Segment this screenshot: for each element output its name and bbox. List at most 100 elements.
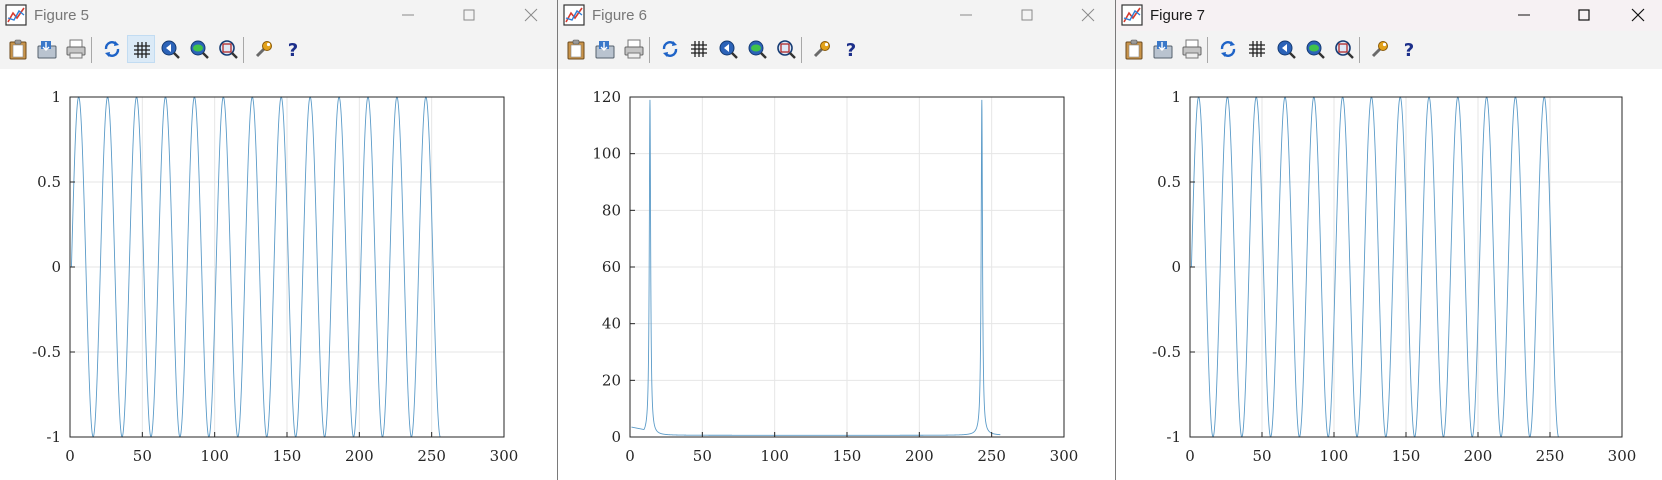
zoom-in-icon [1306,40,1325,59]
zoom-out-button[interactable] [714,35,742,63]
x-tick-label: 100 [1320,447,1349,465]
chart-app-icon [5,4,27,26]
x-tick-label: 300 [1608,447,1637,465]
y-tick-label: 0.5 [1157,173,1181,191]
clipboard-icon [1125,39,1143,60]
figure-window-6[interactable]: Figure 6 ? 0 50 100 150 200 250 300 0 20 40 60 80 10… [558,0,1115,480]
y-tick-label: 0.5 [37,173,61,191]
window-title: Figure 6 [592,7,648,24]
title-bar[interactable]: Figure 6 [558,0,1115,31]
zoom-fit-button[interactable] [772,35,800,63]
zoom-in-button[interactable] [1301,35,1329,63]
zoom-in-button[interactable] [185,35,213,63]
maximize-button[interactable] [1005,0,1051,31]
chart-grid [629,96,1065,438]
zoom-in-button[interactable] [743,35,771,63]
print-button[interactable] [1178,35,1206,63]
properties-wrench-button[interactable] [808,35,836,63]
properties-wrench-icon [1371,41,1388,58]
plot-area: 0 50 100 150 200 250 300 -1 -0.5 0 0.5 1 [32,88,518,465]
zoom-in-icon [748,40,767,59]
refresh-button[interactable] [98,35,126,63]
figure-window-7[interactable]: Figure 7 ? 0 50 100 150 200 250 300 -1 -0.5 0 0.5 1 [1116,0,1662,480]
x-tick-label: 200 [345,447,374,465]
x-tick-label: 0 [1185,447,1195,465]
zoom-fit-button[interactable] [1330,35,1358,63]
print-button[interactable] [620,35,648,63]
maximize-button[interactable] [1562,0,1608,31]
properties-wrench-button[interactable] [1366,35,1394,63]
series-line [631,99,1001,436]
window-border [557,0,558,480]
toolbar-separator [1359,37,1360,63]
figure-window-5[interactable]: Figure 5 ? 0 50 100 150 200 250 300 -1 -0.5 0 0.5 1 [0,0,557,480]
close-button[interactable] [1616,0,1662,31]
save-button[interactable] [33,35,61,63]
clipboard-button[interactable] [562,35,590,63]
minimize-button[interactable] [1502,0,1548,31]
help-button[interactable]: ? [1395,35,1423,63]
print-button[interactable] [62,35,90,63]
x-tick-label: 0 [65,447,75,465]
y-tick-label: 40 [602,315,621,333]
maximize-icon [463,9,475,21]
toolbar-separator [1207,37,1208,63]
zoom-in-icon [190,40,209,59]
window-title: Figure 5 [34,7,90,24]
zoom-fit-button[interactable] [214,35,242,63]
y-tick-label: 0 [1171,258,1181,276]
x-tick-label: 250 [417,447,446,465]
svg-text:?: ? [1404,40,1414,60]
clipboard-button[interactable] [1120,35,1148,63]
title-bar[interactable]: Figure 7 [1116,0,1662,31]
help-button[interactable]: ? [837,35,865,63]
save-button[interactable] [591,35,619,63]
grid-button[interactable] [685,35,713,63]
clipboard-button[interactable] [4,35,32,63]
help-icon: ? [1404,40,1414,60]
close-button[interactable] [1066,0,1112,31]
zoom-out-icon [719,40,738,59]
refresh-button[interactable] [656,35,684,63]
minimize-icon [402,14,414,16]
x-tick-label: 50 [133,447,152,465]
save-icon [595,41,615,59]
series-line [1190,96,1560,438]
grid-button[interactable] [127,35,155,63]
toolbar-separator [243,37,244,63]
zoom-out-button[interactable] [156,35,184,63]
maximize-icon [1578,9,1590,21]
y-tick-label: 0 [51,258,61,276]
chart-grid [69,96,505,438]
save-button[interactable] [1149,35,1177,63]
grid-icon [1249,41,1265,57]
refresh-icon [104,41,120,57]
maximize-button[interactable] [447,0,493,31]
toolbar-separator [91,37,92,63]
minimize-button[interactable] [944,0,990,31]
toolbar-separator [801,37,802,63]
window-title: Figure 7 [1150,7,1206,24]
title-bar[interactable]: Figure 5 [0,0,557,31]
print-icon [66,39,86,59]
y-tick-label: 60 [602,258,621,276]
y-tick-label: -0.5 [1152,343,1181,361]
y-tick-label: 80 [602,201,621,219]
close-button[interactable] [509,0,555,31]
properties-wrench-button[interactable] [250,35,278,63]
x-tick-label: 250 [1536,447,1565,465]
x-tick-label: 150 [273,447,302,465]
grid-icon [134,42,150,58]
grid-button[interactable] [1243,35,1271,63]
help-button[interactable]: ? [279,35,307,63]
chart-grid [1189,96,1623,438]
close-icon [1081,8,1095,22]
minimize-button[interactable] [386,0,432,31]
help-icon: ? [288,40,298,60]
refresh-button[interactable] [1214,35,1242,63]
y-tick-label: 100 [592,145,621,163]
zoom-out-button[interactable] [1272,35,1300,63]
y-tick-label: -1 [1166,428,1181,446]
help-icon: ? [846,40,856,60]
window-border [1115,0,1116,480]
